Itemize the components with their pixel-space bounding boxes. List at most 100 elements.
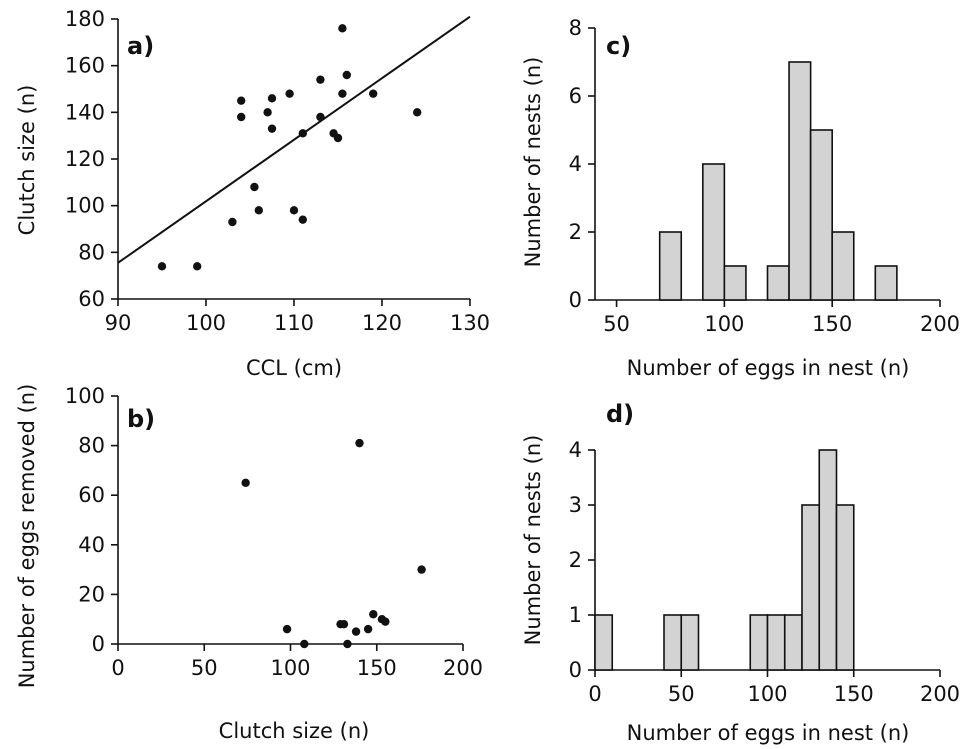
y-tick-label: 0: [569, 658, 582, 682]
x-tick-label: 100: [186, 311, 226, 335]
y-tick-label: 8: [569, 16, 582, 40]
histogram-bar: [680, 614, 700, 671]
data-point: [339, 619, 349, 629]
y-tick-label: 160: [65, 54, 105, 78]
x-tick-label: 100: [270, 656, 310, 680]
panel-c-x-axis-title: Number of eggs in nest (n): [627, 356, 910, 380]
data-point: [316, 75, 325, 84]
y-tick-label: 4: [569, 438, 582, 462]
data-point: [338, 89, 347, 98]
x-tick-label: 50: [603, 312, 630, 336]
y-tick-label: 4: [569, 152, 582, 176]
y-tick-label: 100: [65, 384, 105, 408]
y-tick-label: 2: [569, 220, 582, 244]
y-tick-label: 140: [65, 100, 105, 124]
y-tick-label: 120: [65, 147, 105, 171]
x-tick-label: 50: [668, 682, 695, 706]
panel-a-y-axis-title: Clutch size (n): [15, 85, 39, 236]
panel-b: b) Clutch size (n) Number of eggs remove…: [15, 384, 483, 743]
y-tick-label: 20: [78, 582, 105, 606]
y-tick-label: 1: [569, 603, 582, 627]
panel-c-y-axis-title: Number of nests (n): [521, 57, 545, 268]
data-point: [282, 624, 292, 634]
y-tick-label: 40: [78, 533, 105, 557]
x-tick-label: 130: [450, 311, 490, 335]
histogram-bar: [663, 614, 683, 671]
data-point: [351, 627, 361, 636]
histogram-bar: [809, 129, 833, 301]
data-point: [267, 94, 277, 103]
x-tick-label: 50: [191, 656, 218, 680]
x-tick-label: 120: [362, 311, 402, 335]
panel-d-y-axis-title: Number of nests (n): [521, 435, 545, 646]
data-point: [369, 610, 378, 619]
histogram-bar: [788, 61, 812, 301]
data-point: [298, 129, 307, 138]
histogram-bar: [818, 449, 838, 671]
data-point: [254, 206, 263, 215]
panel-b-label: b): [127, 405, 155, 433]
data-point: [267, 124, 277, 133]
panel-a-label: a): [127, 32, 154, 60]
y-tick-label: 6: [569, 84, 582, 108]
x-tick-label: 200: [920, 312, 960, 336]
histogram-bar: [594, 614, 614, 671]
data-point: [263, 108, 272, 117]
histogram-bar: [783, 614, 803, 671]
y-tick-label: 80: [78, 240, 105, 264]
y-tick-label: 180: [65, 7, 105, 31]
data-point: [228, 217, 237, 227]
panel-d-label: d): [606, 400, 634, 428]
y-tick-label: 3: [569, 493, 582, 517]
data-point: [193, 262, 202, 271]
data-point: [237, 112, 246, 122]
data-point: [381, 617, 390, 626]
histogram-bar: [702, 163, 726, 301]
x-tick-label: 150: [834, 682, 874, 706]
panel-b-x-axis-title: Clutch size (n): [219, 719, 370, 743]
x-tick-label: 100: [747, 682, 787, 706]
y-tick-label: 100: [65, 194, 105, 218]
y-tick-label: 60: [78, 287, 105, 311]
data-point: [289, 206, 299, 215]
data-point: [343, 639, 352, 649]
x-tick-label: 200: [443, 656, 483, 680]
y-tick-label: 0: [569, 288, 582, 312]
x-tick-label: 0: [588, 682, 601, 706]
data-point: [363, 624, 373, 634]
data-point: [355, 438, 364, 448]
x-tick-label: 200: [920, 682, 960, 706]
data-point: [342, 70, 351, 80]
data-point: [298, 215, 307, 224]
data-point: [237, 96, 246, 105]
y-tick-label: 2: [569, 548, 582, 572]
histogram-bar: [874, 265, 898, 301]
panel-a: a) CCL (cm) Clutch size (n) 90 100 110 120 1…: [15, 7, 490, 380]
panel-d-x-axis-title: Number of eggs in nest (n): [627, 721, 910, 745]
x-tick-label: 100: [704, 312, 744, 336]
data-point: [316, 112, 325, 122]
panel-b-y-axis-title: Number of eggs removed (n): [15, 384, 39, 689]
regression-line: [117, 15, 471, 264]
histogram-bar: [801, 504, 821, 671]
data-point: [250, 182, 259, 192]
y-tick-label: 60: [78, 483, 105, 507]
histogram-bar: [723, 265, 747, 301]
data-point: [241, 478, 250, 487]
data-point: [417, 565, 426, 574]
x-tick-label: 150: [812, 312, 852, 336]
x-tick-label: 90: [105, 311, 132, 335]
histogram-bar: [658, 231, 683, 301]
data-point: [369, 89, 378, 98]
x-tick-label: 110: [274, 311, 314, 335]
histogram-bar: [831, 231, 855, 301]
panel-d: d) Number of eggs in nest (n) Number of …: [521, 400, 960, 745]
histogram-bar: [749, 614, 769, 671]
data-point: [300, 639, 309, 649]
data-point: [157, 262, 167, 271]
panel-a-x-axis-title: CCL (cm): [246, 356, 342, 380]
histogram-bar: [766, 614, 786, 671]
y-tick-label: 80: [78, 434, 105, 458]
y-tick-label: 0: [92, 632, 105, 656]
